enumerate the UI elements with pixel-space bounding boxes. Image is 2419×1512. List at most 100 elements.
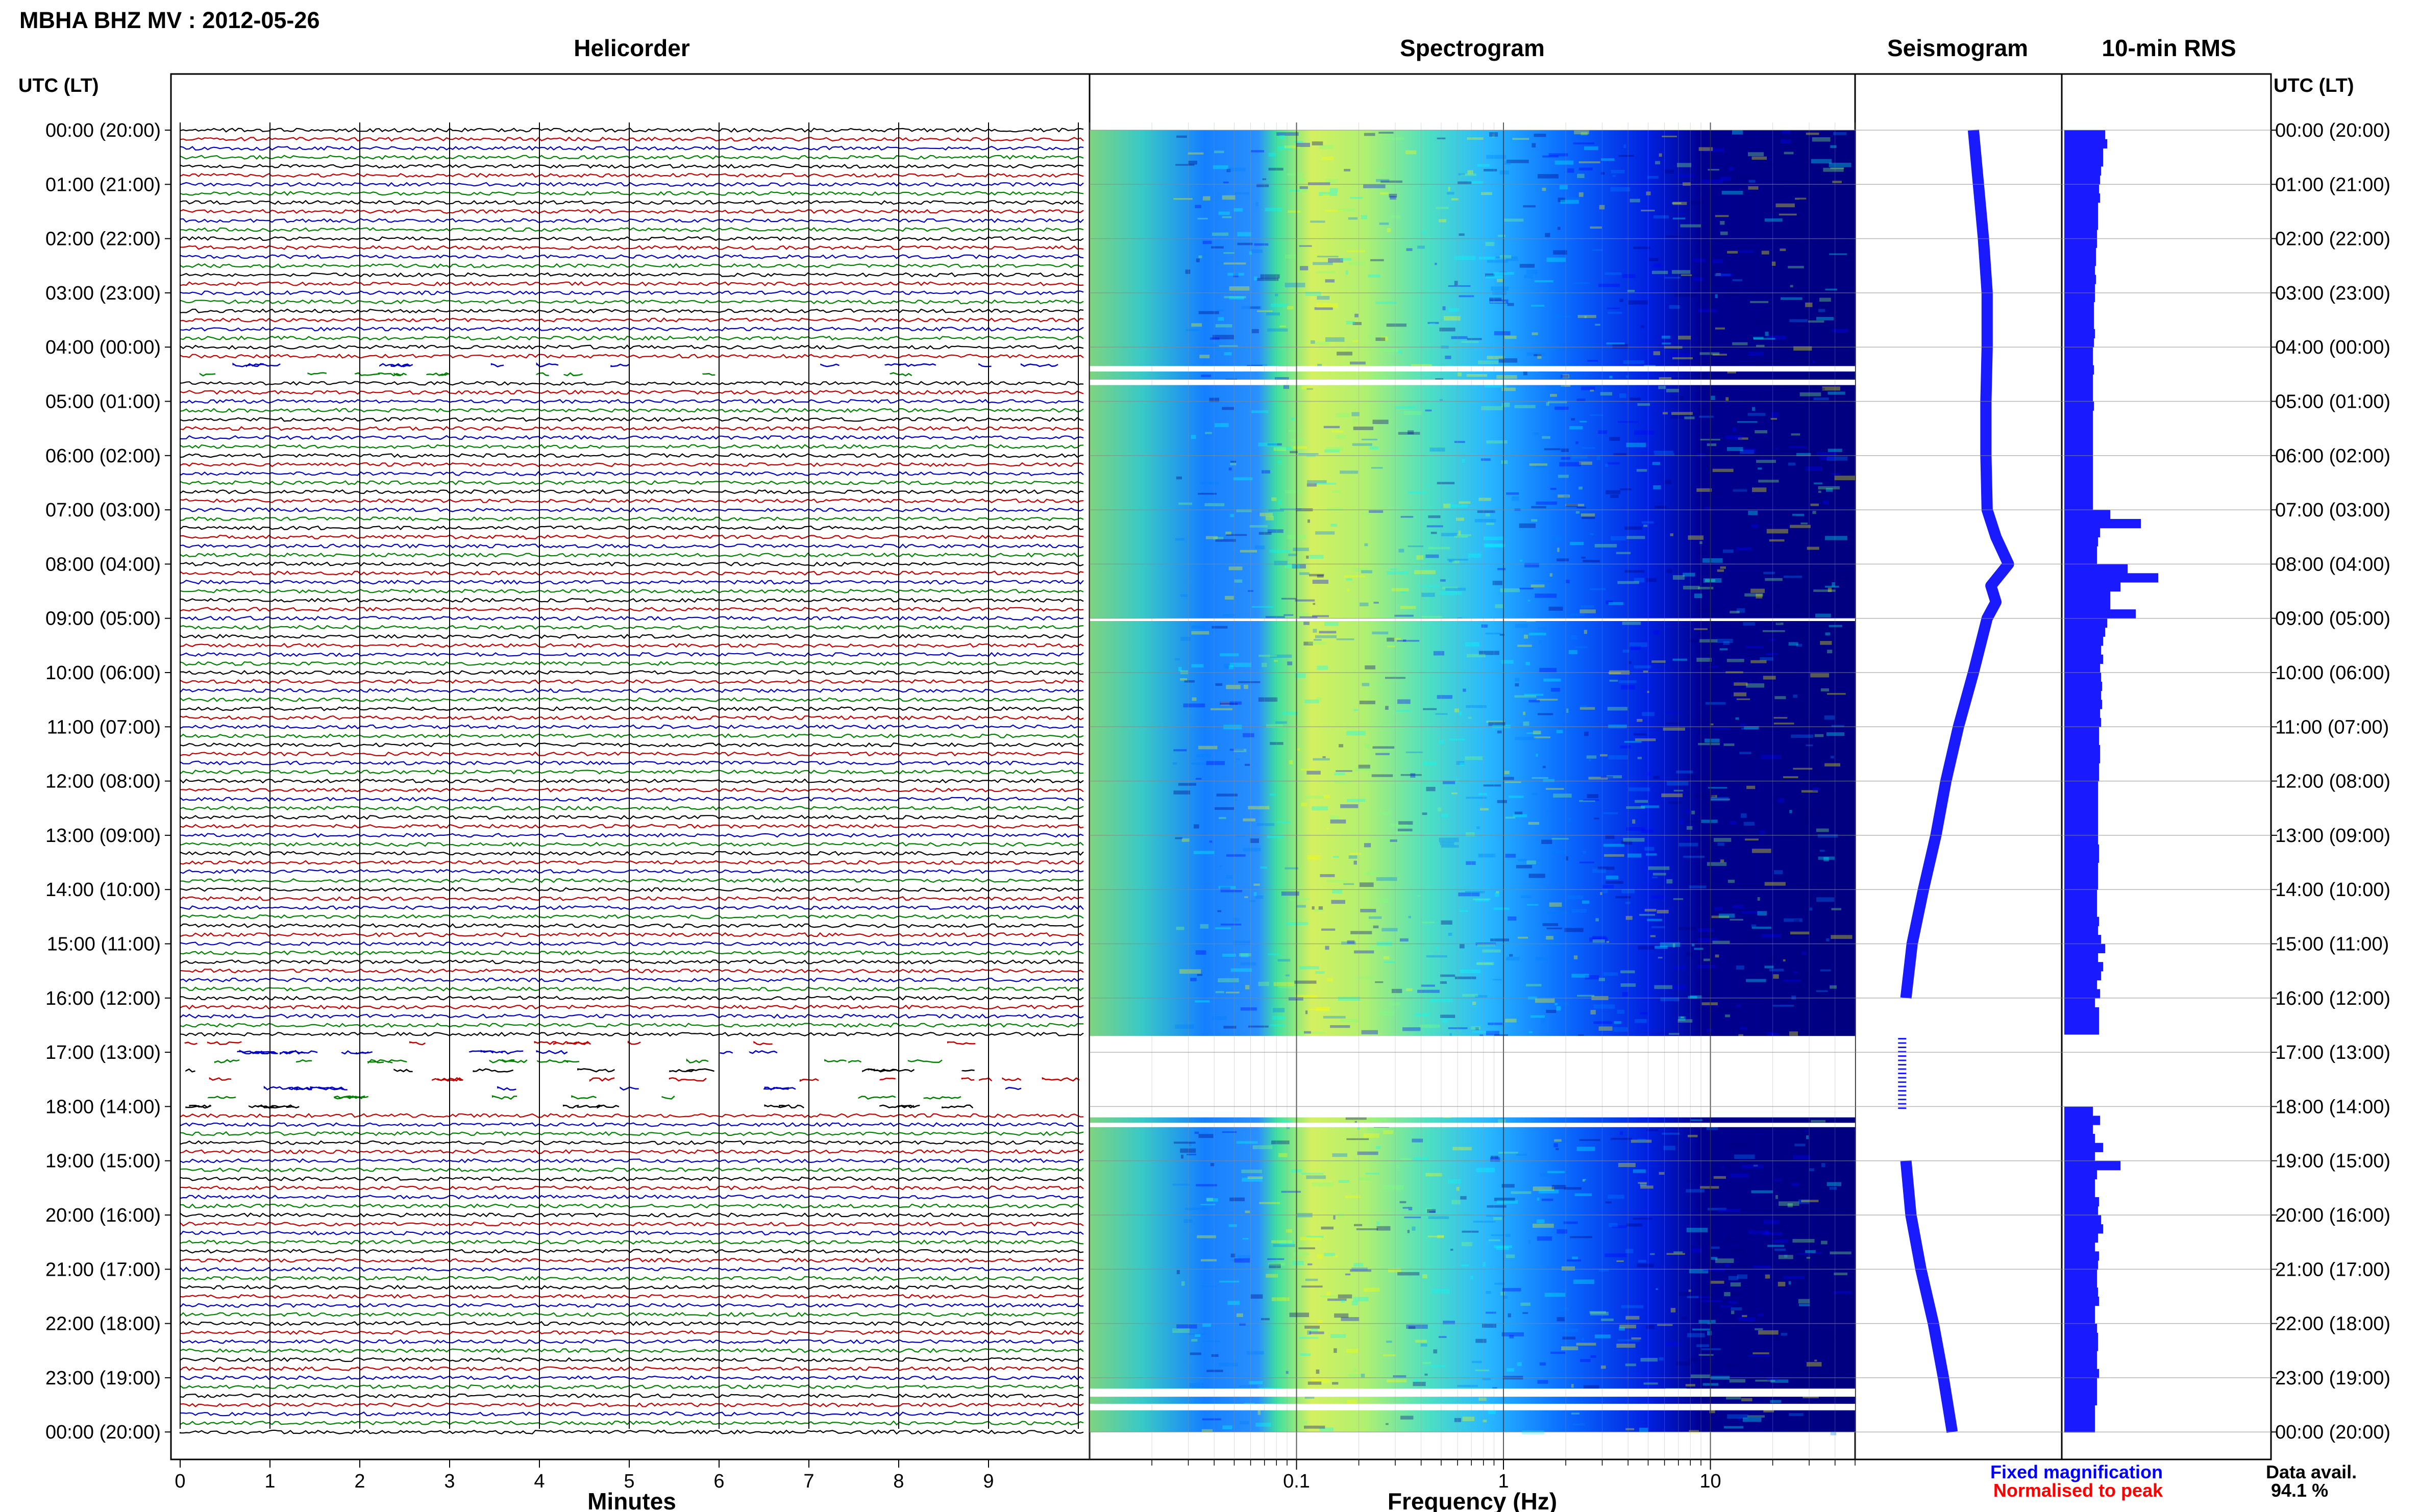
spectrogram-cell — [1779, 490, 1789, 493]
rms-bar — [2064, 926, 2098, 935]
hour-label-left: 18:00 (14:00) — [45, 1096, 161, 1118]
spectrogram-cell — [1173, 790, 1191, 795]
spectrogram-cell — [1233, 208, 1243, 212]
helicorder-trace-segment — [473, 1068, 514, 1073]
spectrogram-cell — [1678, 335, 1691, 340]
spectrogram-cell — [1337, 352, 1352, 356]
spectrogram-cell — [1491, 1234, 1504, 1236]
spectrogram-cell — [1584, 146, 1598, 151]
spectrogram-cell — [1532, 432, 1539, 435]
spectrogram-cell — [1606, 490, 1621, 494]
spectrogram-cell — [1775, 203, 1795, 208]
spectrogram-cell — [1831, 908, 1841, 910]
spectrogram-cell — [1769, 539, 1785, 542]
helicorder-trace — [179, 435, 1084, 440]
spectrogram-cell — [1425, 1208, 1432, 1213]
spectrogram-cell — [1698, 586, 1714, 589]
spectrogram-cell — [1236, 1313, 1243, 1317]
spectrogram-cell — [1575, 511, 1580, 514]
spectrogram-cell — [1346, 250, 1366, 253]
spectrogram-cell — [1253, 883, 1260, 886]
spectrogram-cell — [1794, 1144, 1806, 1147]
helicorder-trace — [179, 444, 1084, 449]
spectrogram-cell — [1608, 755, 1628, 760]
spectrogram-cell — [1694, 628, 1708, 630]
spectrogram-cell — [1788, 462, 1796, 466]
spectrogram-cell — [1830, 756, 1834, 759]
spectrogram-cell — [1178, 666, 1182, 672]
spectrogram-cell — [1767, 1032, 1773, 1037]
spectrogram-cell — [1655, 161, 1660, 165]
hour-label-left: 13:00 (09:00) — [45, 825, 161, 847]
spectrogram-cell — [1686, 952, 1693, 957]
spectrogram-cell — [1560, 200, 1579, 204]
spectrogram-cell — [1295, 599, 1315, 602]
spectrogram-cell — [1736, 698, 1750, 700]
spectrogram-cell — [1570, 1236, 1592, 1238]
spectrogram-cell — [1550, 688, 1560, 692]
spectrogram-cell — [1570, 541, 1584, 546]
helicorder-trace — [179, 805, 1084, 811]
spectrogram-cell — [1225, 531, 1231, 535]
rms-bar — [2064, 1423, 2095, 1433]
rms-bar — [2064, 1170, 2097, 1180]
spectrogram-cell — [1367, 1118, 1387, 1121]
spectrogram-cell — [1625, 902, 1631, 904]
spectrogram-cell — [1628, 787, 1650, 791]
spectrogram-cell — [1326, 827, 1329, 830]
spectrogram-cell — [1548, 401, 1567, 404]
spectrogram-cell — [1270, 1024, 1285, 1026]
spectrogram-cell — [1496, 256, 1518, 259]
spectrogram-cell — [1365, 665, 1376, 670]
spectrogram-cell — [1685, 1384, 1695, 1386]
spectrogram-cell — [1462, 459, 1465, 463]
spectrogram-cell — [1634, 430, 1654, 435]
spectrogram-cell — [1602, 885, 1614, 888]
spectrogram-cell — [1566, 856, 1568, 861]
spectrogram-cell — [1626, 536, 1645, 539]
spectrogram-cell — [1397, 699, 1411, 704]
rms-bar — [2064, 1324, 2097, 1333]
spectrogram-cell — [1622, 274, 1636, 278]
spectrogram-cell — [1173, 1142, 1196, 1144]
helicorder-trace — [179, 389, 1084, 395]
spectrogram-cell — [1212, 232, 1229, 236]
spectrogram-cell — [1755, 430, 1767, 434]
spectrogram-cell — [1673, 789, 1684, 791]
spectrogram-cell — [1191, 435, 1196, 439]
spectrogram-cell — [1833, 1291, 1852, 1294]
spectrogram-cell — [1324, 1253, 1336, 1256]
spectrogram-cell — [1219, 865, 1223, 867]
spectrogram-cell — [1720, 1305, 1732, 1308]
spectrogram-cell — [1671, 270, 1691, 274]
spectrogram-cell — [1299, 966, 1319, 970]
spectrogram-cell — [1619, 1327, 1625, 1331]
spectrogram-cell — [1549, 573, 1552, 577]
rms-bar — [2064, 518, 2141, 529]
spectrogram-cell — [1205, 432, 1212, 434]
spectrogram-cell — [1544, 448, 1561, 451]
spectrogram-cell — [1518, 858, 1527, 861]
spectrogram-cell — [1352, 418, 1358, 421]
spectrogram-cell — [1354, 1121, 1357, 1123]
spectrogram-cell — [1558, 494, 1570, 498]
rms-bar — [2064, 501, 2093, 510]
helicorder-trace-segment — [907, 1059, 943, 1063]
spectrogram-cell — [1326, 880, 1347, 883]
spectrogram-cell — [1808, 320, 1824, 323]
spectrogram-cell — [1515, 678, 1520, 682]
spectrogram-cell — [1652, 876, 1658, 878]
rms-bar — [2064, 528, 2100, 537]
spectrogram-cell — [1710, 797, 1729, 801]
spectrogram-cell — [1253, 892, 1257, 897]
spectrogram-cell — [1485, 544, 1505, 547]
spectrogram-cell — [1385, 706, 1389, 710]
spectrogram-cell — [1449, 1033, 1452, 1036]
spectrogram-cell — [1560, 1328, 1578, 1332]
spectrogram-cell — [1718, 1032, 1723, 1036]
spectrogram-cell — [1593, 1004, 1615, 1009]
helicorder-trace-segment — [764, 1104, 786, 1108]
spectrogram-cell — [1549, 377, 1552, 380]
spectrogram-cell — [1507, 159, 1529, 163]
spectrogram-cell — [1310, 555, 1324, 559]
